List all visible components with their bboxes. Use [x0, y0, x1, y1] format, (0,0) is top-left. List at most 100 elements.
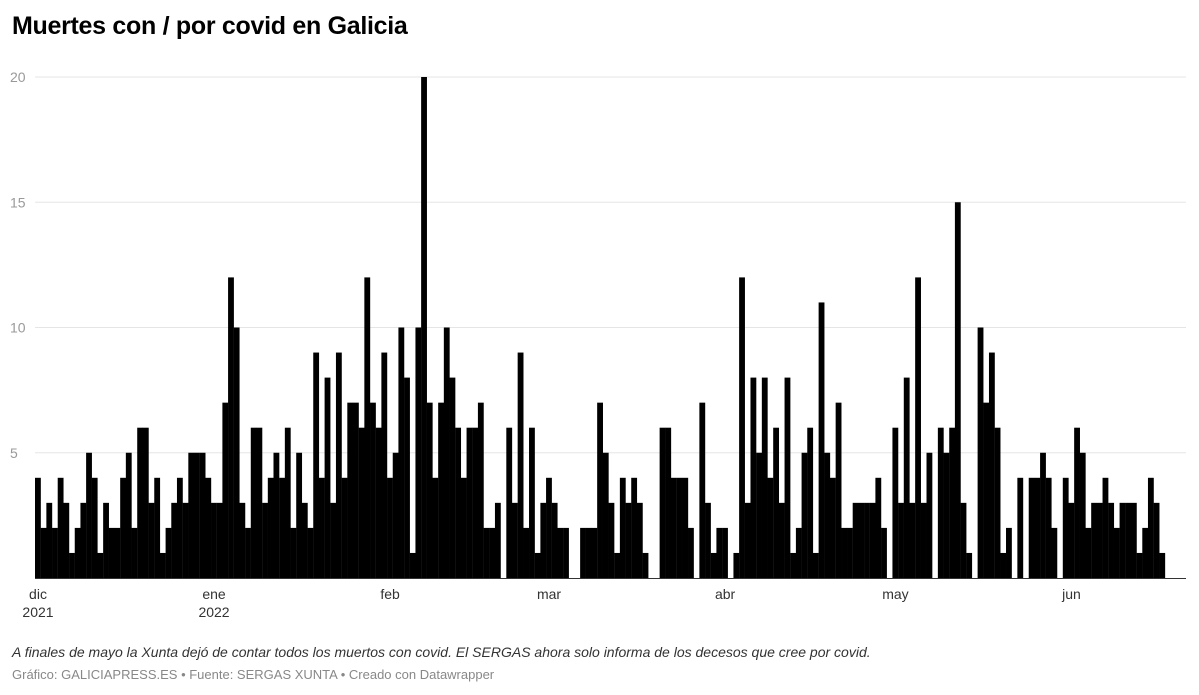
bar — [682, 477, 689, 578]
bar — [1142, 527, 1149, 578]
y-tick-label: 10 — [10, 320, 26, 336]
bar — [114, 527, 121, 578]
bar — [915, 277, 921, 578]
bar — [108, 527, 115, 578]
bar — [983, 402, 990, 578]
bar — [824, 452, 831, 578]
x-tick-label: ene — [202, 586, 226, 602]
bar — [307, 527, 314, 578]
bar — [443, 327, 450, 578]
bar — [1102, 477, 1109, 578]
bar — [619, 477, 626, 578]
x-tick-label: mar — [537, 586, 561, 602]
bar — [426, 402, 433, 578]
bar-chart: 5 10 15 20 dic 2021 ene 2022 feb mar abr may jun — [10, 69, 1186, 620]
bar — [97, 552, 104, 578]
bar — [472, 427, 479, 578]
bar — [1006, 527, 1012, 578]
bar — [125, 452, 132, 578]
bar — [324, 377, 331, 578]
bar — [211, 502, 217, 578]
made-with-link[interactable]: Creado con Datawrapper — [348, 667, 495, 682]
bar — [1062, 477, 1069, 578]
bar — [267, 477, 274, 578]
bar — [165, 527, 172, 578]
bar — [148, 502, 155, 578]
bar — [767, 477, 774, 578]
bar — [1074, 427, 1080, 578]
bar — [35, 477, 41, 578]
y-tick-label: 5 — [10, 445, 18, 461]
bar — [659, 427, 666, 578]
bar — [966, 552, 973, 578]
bar — [676, 477, 683, 578]
bar — [688, 527, 694, 578]
bar — [1113, 527, 1120, 578]
bar — [494, 502, 501, 578]
bar — [455, 427, 462, 578]
bar — [733, 552, 740, 578]
bar — [790, 552, 797, 578]
y-axis: 5 10 15 20 — [10, 69, 26, 461]
bar — [57, 477, 64, 578]
bar — [205, 477, 212, 578]
bar — [926, 452, 933, 578]
bar — [960, 502, 967, 578]
bar — [994, 427, 1001, 578]
bar — [330, 502, 337, 578]
bar — [290, 527, 297, 578]
x-tick-label: abr — [715, 586, 736, 602]
bar — [103, 502, 109, 578]
bar — [864, 502, 870, 578]
bar — [421, 77, 427, 578]
bar — [159, 552, 166, 578]
bar — [176, 477, 183, 578]
bar — [1079, 452, 1086, 578]
bar — [222, 402, 229, 578]
bar — [1136, 552, 1143, 578]
bar — [773, 427, 780, 578]
bar — [534, 552, 541, 578]
bar — [585, 527, 592, 578]
bar — [563, 527, 569, 578]
bar — [370, 402, 376, 578]
bar — [841, 527, 848, 578]
bar — [131, 527, 138, 578]
bar — [193, 452, 200, 578]
bar — [284, 427, 291, 578]
bar — [347, 402, 354, 578]
bar — [460, 477, 467, 578]
bar — [614, 552, 621, 578]
bar — [80, 502, 87, 578]
x-tick-label: dic — [29, 586, 47, 602]
bar — [631, 477, 638, 578]
bar — [784, 377, 791, 578]
bar — [142, 427, 149, 578]
bar — [608, 502, 615, 578]
bar — [546, 477, 552, 578]
bar — [642, 552, 649, 578]
bar — [829, 477, 836, 578]
separator: • — [177, 667, 190, 682]
bar — [381, 352, 388, 578]
bar — [591, 527, 598, 578]
bar — [801, 452, 808, 578]
bar — [1091, 502, 1098, 578]
bar — [1017, 477, 1024, 578]
bar — [818, 302, 825, 578]
bar — [858, 502, 865, 578]
bar — [892, 427, 899, 578]
x-tick-label: jun — [1061, 586, 1081, 602]
bar — [489, 527, 496, 578]
bar — [710, 552, 717, 578]
bar — [375, 427, 382, 578]
chart-author: Gráfico: GALICIAPRESS.ES — [12, 667, 178, 682]
bar — [1085, 527, 1092, 578]
bar — [557, 527, 564, 578]
y-tick-label: 15 — [10, 194, 26, 210]
bar — [477, 402, 484, 578]
bar — [415, 327, 422, 578]
bar — [597, 402, 603, 578]
bar — [69, 552, 75, 578]
bar — [835, 402, 842, 578]
